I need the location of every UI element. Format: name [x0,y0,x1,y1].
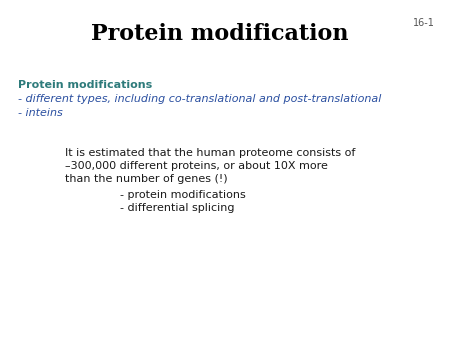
Text: - differential splicing: - differential splicing [120,203,234,213]
Text: - protein modifications: - protein modifications [120,190,246,200]
Text: Protein modification: Protein modification [91,23,349,45]
Text: - different types, including co-translational and post-translational: - different types, including co-translat… [18,94,382,104]
Text: Protein modifications: Protein modifications [18,80,152,90]
Text: It is estimated that the human proteome consists of: It is estimated that the human proteome … [65,148,356,158]
Text: than the number of genes (!): than the number of genes (!) [65,174,228,184]
Text: - inteins: - inteins [18,108,63,118]
Text: –300,000 different proteins, or about 10X more: –300,000 different proteins, or about 10… [65,161,328,171]
Text: 16-1: 16-1 [413,18,435,28]
